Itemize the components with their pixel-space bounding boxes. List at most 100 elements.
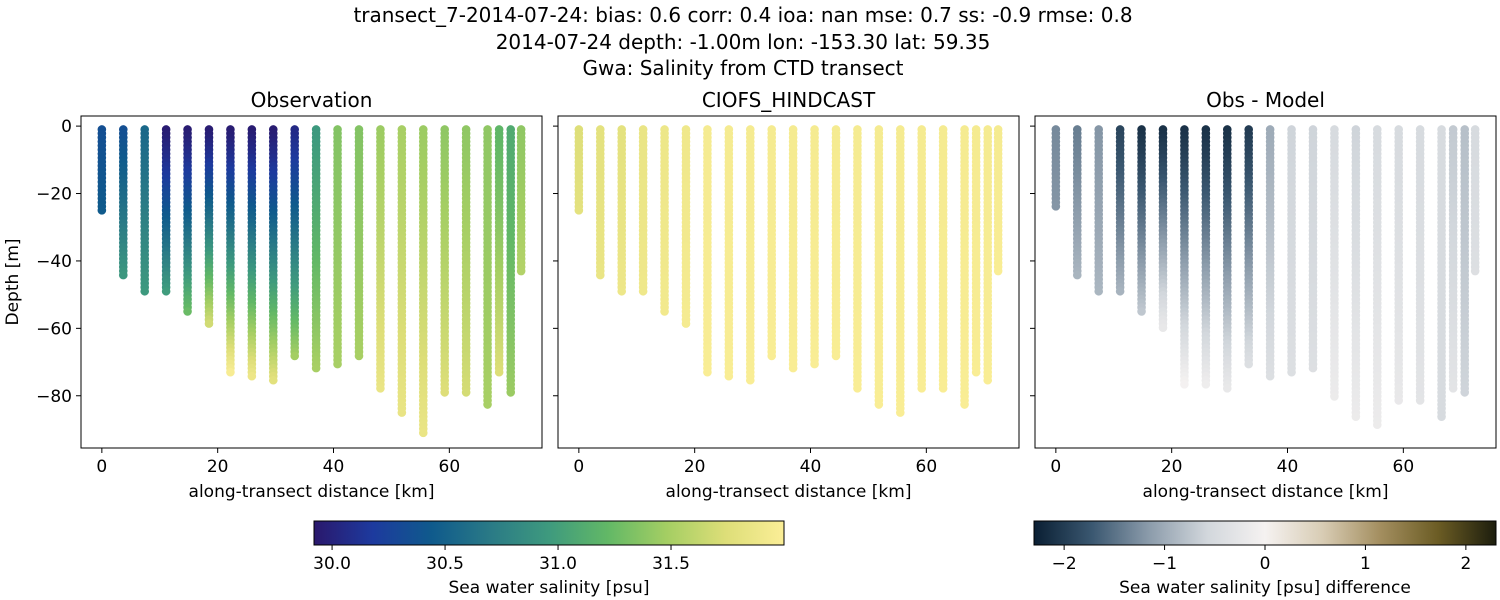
cast-profile <box>376 125 385 393</box>
cast-profile <box>1415 125 1425 405</box>
data-point <box>290 351 300 361</box>
data-point <box>681 319 691 328</box>
cast-profile <box>1394 125 1403 405</box>
data-point <box>418 428 428 438</box>
colorbar-gradient <box>313 520 785 546</box>
data-point <box>311 363 321 373</box>
cast-profile <box>1094 125 1104 296</box>
cast-profile <box>810 125 819 369</box>
difference-colorbar: −2 −1 0 1 2 Sea water salinity [psu] differen… <box>1033 520 1497 598</box>
colorbar-tick-label: −1 <box>1152 554 1177 574</box>
data-point <box>1265 371 1275 381</box>
axes-frame <box>80 115 543 449</box>
cast-profile <box>788 125 798 373</box>
cast-profile <box>853 125 862 393</box>
data-point <box>376 384 385 393</box>
data-point <box>660 307 669 316</box>
data-point <box>1351 412 1361 421</box>
data-point <box>1137 307 1146 316</box>
cast-profile <box>767 125 776 361</box>
cast-profile <box>226 125 235 377</box>
cast-profile <box>831 125 841 361</box>
x-tick-label: 40 <box>800 457 822 477</box>
plot-area <box>558 116 1019 448</box>
cast-profile <box>1222 125 1232 393</box>
cast-profile <box>494 125 504 377</box>
cast-profile <box>333 125 342 369</box>
data-point <box>971 367 981 377</box>
data-point <box>917 384 926 393</box>
cast-profile <box>917 125 926 393</box>
data-point <box>333 359 342 369</box>
data-point <box>1158 323 1168 332</box>
y-tick-label: 0 <box>61 117 72 137</box>
data-point <box>617 286 627 296</box>
data-point <box>1448 384 1458 393</box>
cast-profile <box>1351 125 1361 421</box>
cast-profile <box>971 125 981 377</box>
figure-title-line-3: Gwa: Salinity from CTD transect <box>583 56 904 80</box>
cast-profile <box>660 125 669 316</box>
panel-title: Obs - Model <box>1206 88 1325 112</box>
cast-profile <box>268 125 278 385</box>
data-point <box>247 371 257 381</box>
data-point <box>1460 388 1470 397</box>
y-axis-label: Depth [m] <box>3 238 23 325</box>
cast-profile <box>1072 125 1082 280</box>
cast-profile <box>983 125 993 385</box>
data-point <box>516 266 526 276</box>
data-point <box>183 307 192 316</box>
cast-profile <box>418 125 428 438</box>
cast-profile <box>290 125 300 361</box>
colorbar-tick-label: 2 <box>1460 554 1471 574</box>
colorbar-label: Sea water salinity [psu] <box>449 578 650 598</box>
cast-profile <box>1244 125 1253 369</box>
cast-profile <box>1330 125 1339 401</box>
cast-profile <box>1158 125 1168 332</box>
data-point <box>895 408 905 417</box>
data-point <box>960 400 969 409</box>
data-point <box>440 388 450 397</box>
cast-profile <box>1115 125 1125 296</box>
data-point <box>1330 392 1339 401</box>
data-point <box>574 206 584 215</box>
cast-profile <box>1308 125 1318 373</box>
cast-profile <box>161 125 171 296</box>
data-point <box>724 371 734 381</box>
data-point <box>1115 286 1125 296</box>
data-point <box>1222 384 1232 393</box>
colorbar-tick-label: 30.0 <box>313 554 351 574</box>
x-tick-label: 60 <box>916 457 938 477</box>
cast-profile <box>1448 125 1458 393</box>
data-point <box>118 270 128 280</box>
cast-profile <box>938 125 948 393</box>
cast-profile <box>638 125 648 296</box>
cast-profile <box>703 125 712 377</box>
colorbar-tick-label: 31.5 <box>652 554 690 574</box>
y-tick-label: −40 <box>36 252 72 272</box>
x-tick-label: 40 <box>1277 457 1299 477</box>
data-point <box>703 367 712 377</box>
y-tick-label: −80 <box>36 387 72 407</box>
colorbar-tick-label: 31.0 <box>539 554 577 574</box>
cast-profile <box>204 125 214 328</box>
data-point <box>483 400 492 409</box>
cast-profile <box>595 125 605 280</box>
figure-title-line-1: transect_7-2014-07-24: bias: 0.6 corr: 0… <box>353 3 1132 27</box>
data-point <box>506 388 516 397</box>
data-point <box>461 388 471 397</box>
cast-profile <box>183 125 192 316</box>
cast-profile <box>617 125 627 296</box>
cast-profile <box>874 125 884 409</box>
data-point <box>1372 420 1382 430</box>
panel-title: Observation <box>251 88 373 112</box>
x-tick-label: 20 <box>684 457 706 477</box>
cast-profile <box>1470 125 1480 276</box>
cast-profile <box>724 125 734 381</box>
cast-profile <box>895 125 905 417</box>
data-point <box>1094 286 1104 296</box>
cast-profile <box>1051 125 1061 211</box>
x-axis-label: along-transect distance [km] <box>189 482 435 502</box>
